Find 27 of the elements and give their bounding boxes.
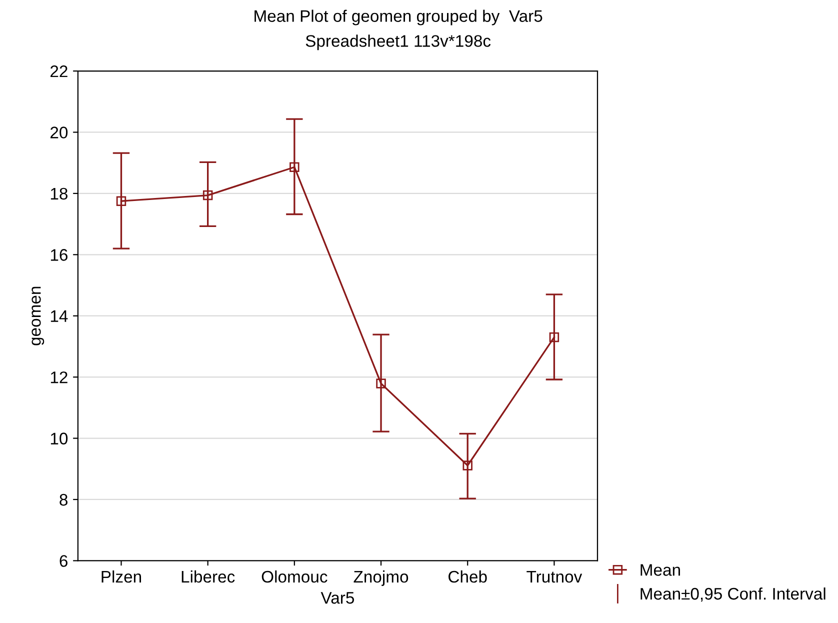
y-tick-label: 10 [50,432,68,444]
point [549,332,560,342]
y-tick-label: 20 [50,126,68,138]
y-tick-label: 14 [50,310,68,322]
chart-title: Mean Plot of geomen grouped by Var5 [254,10,542,26]
point [290,162,300,172]
x-tick-label: Cheb [448,570,487,583]
y-tick-label: 16 [50,249,68,261]
x-axis-title: Var5 [320,592,354,604]
y-axis-title: geomen [32,286,44,346]
x-tick-label: Trutnov [526,571,582,583]
point [376,378,386,388]
x-tick-label: Olomouc [262,570,328,583]
text: Mean±0,95 Conf. Interval [640,587,826,602]
chart-subtitle: Spreadsheet1 113v*198c [306,34,491,50]
y-tick-label: 12 [50,371,68,384]
legend-label: Mean [640,564,680,576]
y-tick-label: 8 [60,494,68,506]
x-tick-label: Plzen [102,570,141,583]
point [462,460,472,470]
point [116,196,126,206]
x-tick-label: Liberec [182,570,235,583]
point [202,190,213,200]
y-tick-label: 6 [60,555,68,567]
y-tick-label: 22 [50,65,68,78]
y-tick-label: 18 [50,188,68,200]
x-tick-label: Znojmo [354,570,408,586]
